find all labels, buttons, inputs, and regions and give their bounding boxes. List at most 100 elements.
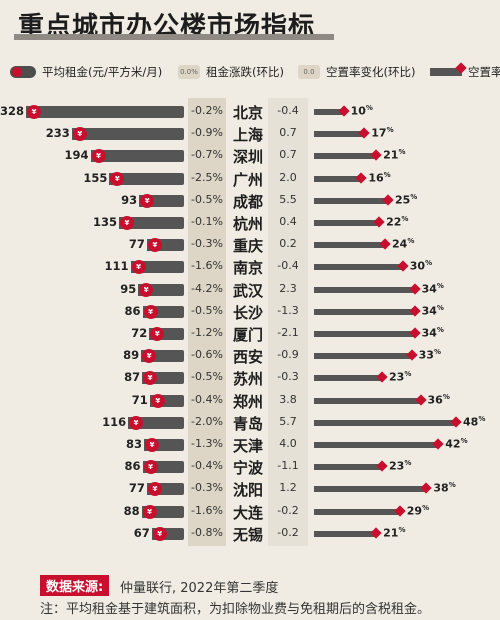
vacancy-value-label: 22% bbox=[386, 215, 409, 229]
legend-vacancy-label: 空置率 bbox=[468, 65, 500, 79]
vacancy-value-label: 23% bbox=[389, 459, 412, 473]
legend-rent-change: 0.0% 租金涨跌 (环比) bbox=[178, 62, 284, 82]
rent-bar-icon: ¥ bbox=[143, 371, 158, 386]
vacancy-bar bbox=[314, 286, 415, 293]
vacancy-value-label: 42% bbox=[445, 437, 468, 451]
legend-rent-unit: (元/平方米/月) bbox=[88, 65, 163, 79]
chart-row: ¥328 -0.2% 北京 -0.4 10% bbox=[0, 101, 500, 123]
city-label: 北京 bbox=[232, 104, 263, 122]
rent-bar-icon: ¥ bbox=[150, 393, 165, 408]
vacancy-change-label: -0.9 bbox=[277, 348, 299, 362]
rent-value-label: 155 bbox=[83, 170, 108, 185]
rent-value-label: 86 bbox=[124, 303, 141, 318]
rent-value-label: 77 bbox=[128, 481, 145, 496]
legend-rent-change-label: 租金涨跌 bbox=[206, 65, 252, 79]
rent-bar-icon: ¥ bbox=[139, 282, 154, 297]
vacancy-change-label: -0.3 bbox=[277, 370, 299, 384]
chart-row: ¥116 -2.0% 青岛 5.7 48% bbox=[0, 412, 500, 434]
rent-change-label: -1.6% bbox=[191, 259, 223, 273]
city-label: 杭州 bbox=[232, 215, 263, 233]
vacancy-bar bbox=[314, 508, 400, 515]
chart-row: ¥87 -0.5% 苏州 -0.3 23% bbox=[0, 367, 500, 389]
rent-change-label: -0.4% bbox=[191, 392, 223, 406]
rent-bar-icon: ¥ bbox=[147, 482, 162, 497]
vacancy-change-label: 0.4 bbox=[279, 215, 297, 228]
chart-row: ¥135 -0.1% 杭州 0.4 22% bbox=[0, 212, 500, 234]
vacancy-change-label: 0.2 bbox=[279, 237, 297, 251]
rent-bar-icon: ¥ bbox=[110, 171, 125, 186]
vacancy-change-label: -0.2 bbox=[277, 503, 299, 517]
chart-row: ¥86 -0.4% 宁波 -1.1 23% bbox=[0, 456, 500, 478]
rent-change-label: -1.3% bbox=[191, 437, 223, 450]
vacancy-change-label: 3.8 bbox=[279, 392, 297, 406]
rent-value-label: 72 bbox=[131, 326, 148, 340]
title-underline bbox=[14, 34, 334, 40]
legend-rent: 平均租金 (元/平方米/月) bbox=[10, 62, 162, 82]
chart-row: ¥83 -1.3% 天津 4.0 42% bbox=[0, 434, 500, 456]
vacancy-bar bbox=[314, 109, 344, 115]
vacancy-change-label: -0.4 bbox=[277, 259, 299, 273]
legend-vacancy-change: 0.0 空置率变化 (环比) bbox=[298, 62, 415, 82]
chart-row: ¥233 -0.9% 上海 0.7 17% bbox=[0, 123, 500, 145]
rent-change-label: -0.6% bbox=[191, 348, 223, 362]
vacancy-change-label: 4.0 bbox=[279, 437, 297, 450]
rent-value-label: 233 bbox=[45, 126, 70, 141]
rent-bar-icon: ¥ bbox=[119, 216, 134, 230]
rent-change-label: -2.0% bbox=[191, 414, 223, 428]
rent-change-label: -4.2% bbox=[191, 281, 223, 295]
vacancy-value-label: 21% bbox=[383, 148, 406, 163]
chart-row: ¥77 -0.3% 重庆 0.2 24% bbox=[0, 234, 500, 256]
rent-bar-icon: ¥ bbox=[72, 127, 87, 142]
rent-bar-icon: ¥ bbox=[143, 460, 158, 475]
rent-change-label: -1.6% bbox=[191, 503, 223, 517]
footnote: 注：平均租金基于建筑面积，为扣除物业费与免租期后的含税租金。 bbox=[40, 602, 431, 617]
vacancy-bar bbox=[314, 530, 377, 537]
rent-value-label: 71 bbox=[131, 392, 148, 407]
chart-row: ¥67 -0.8% 无锡 -0.2 21% bbox=[0, 523, 500, 545]
chart-row: ¥111 -1.6% 南京 -0.4 30% bbox=[0, 256, 500, 278]
rent-value-label: 95 bbox=[120, 281, 137, 296]
vacancy-change-label: 5.5 bbox=[279, 192, 297, 206]
vacancy-bar bbox=[314, 375, 383, 382]
vacancy-change-label: -0.2 bbox=[277, 525, 299, 539]
legend-rent-label: 平均租金 bbox=[42, 65, 88, 79]
rent-value-label: 194 bbox=[64, 148, 89, 163]
rent-change-label: -0.9% bbox=[191, 126, 223, 140]
rent-change-legend-icon: 0.0% bbox=[178, 65, 200, 79]
city-label: 无锡 bbox=[232, 525, 263, 544]
rent-value-label: 83 bbox=[126, 437, 143, 451]
rent-change-label: -2.5% bbox=[191, 170, 223, 184]
vacancy-bar bbox=[314, 331, 415, 337]
city-label: 大连 bbox=[232, 503, 263, 522]
vacancy-value-label: 17% bbox=[371, 126, 394, 140]
rent-legend-icon bbox=[10, 66, 36, 78]
vacancy-change-label: -1.1 bbox=[277, 459, 299, 473]
rent-change-label: -0.5% bbox=[191, 303, 223, 317]
chart-row: ¥155 -2.5% 广州 2.0 16% bbox=[0, 168, 500, 190]
rent-value-label: 87 bbox=[124, 370, 141, 385]
rent-value-label: 88 bbox=[123, 503, 140, 518]
rent-value-label: 77 bbox=[128, 237, 145, 252]
vacancy-change-label: 1.2 bbox=[279, 481, 297, 495]
rent-bar-icon: ¥ bbox=[142, 504, 157, 519]
vacancy-bar bbox=[314, 131, 365, 138]
vacancy-value-label: 48% bbox=[463, 414, 486, 429]
chart-row: ¥88 -1.6% 大连 -0.2 29% bbox=[0, 501, 500, 523]
rent-bar-icon: ¥ bbox=[131, 260, 146, 275]
vacancy-bar bbox=[314, 397, 421, 404]
rent-change-label: -0.5% bbox=[191, 192, 223, 206]
rent-value-label: 86 bbox=[124, 459, 141, 474]
vacancy-bar bbox=[314, 153, 377, 160]
vacancy-value-label: 30% bbox=[409, 259, 433, 274]
legend-vacancy: 空置率 bbox=[430, 62, 500, 82]
vacancy-value-label: 10% bbox=[350, 104, 373, 118]
vacancy-bar bbox=[314, 242, 385, 249]
vacancy-change-label: -0.4 bbox=[277, 104, 299, 117]
rent-bar-icon: ¥ bbox=[129, 415, 144, 430]
legend-rent-change-paren: (环比) bbox=[252, 65, 284, 79]
chart-row: ¥194 -0.7% 深圳 0.7 21% bbox=[0, 145, 500, 167]
vacancy-change-label: 0.7 bbox=[279, 148, 297, 162]
city-label: 广州 bbox=[232, 170, 263, 189]
city-label: 苏州 bbox=[232, 370, 263, 389]
vacancy-change-column bbox=[268, 98, 308, 546]
